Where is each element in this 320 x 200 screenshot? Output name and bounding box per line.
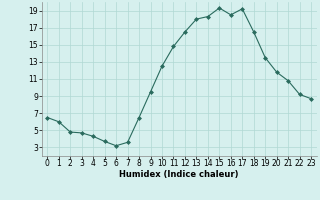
- X-axis label: Humidex (Indice chaleur): Humidex (Indice chaleur): [119, 170, 239, 179]
